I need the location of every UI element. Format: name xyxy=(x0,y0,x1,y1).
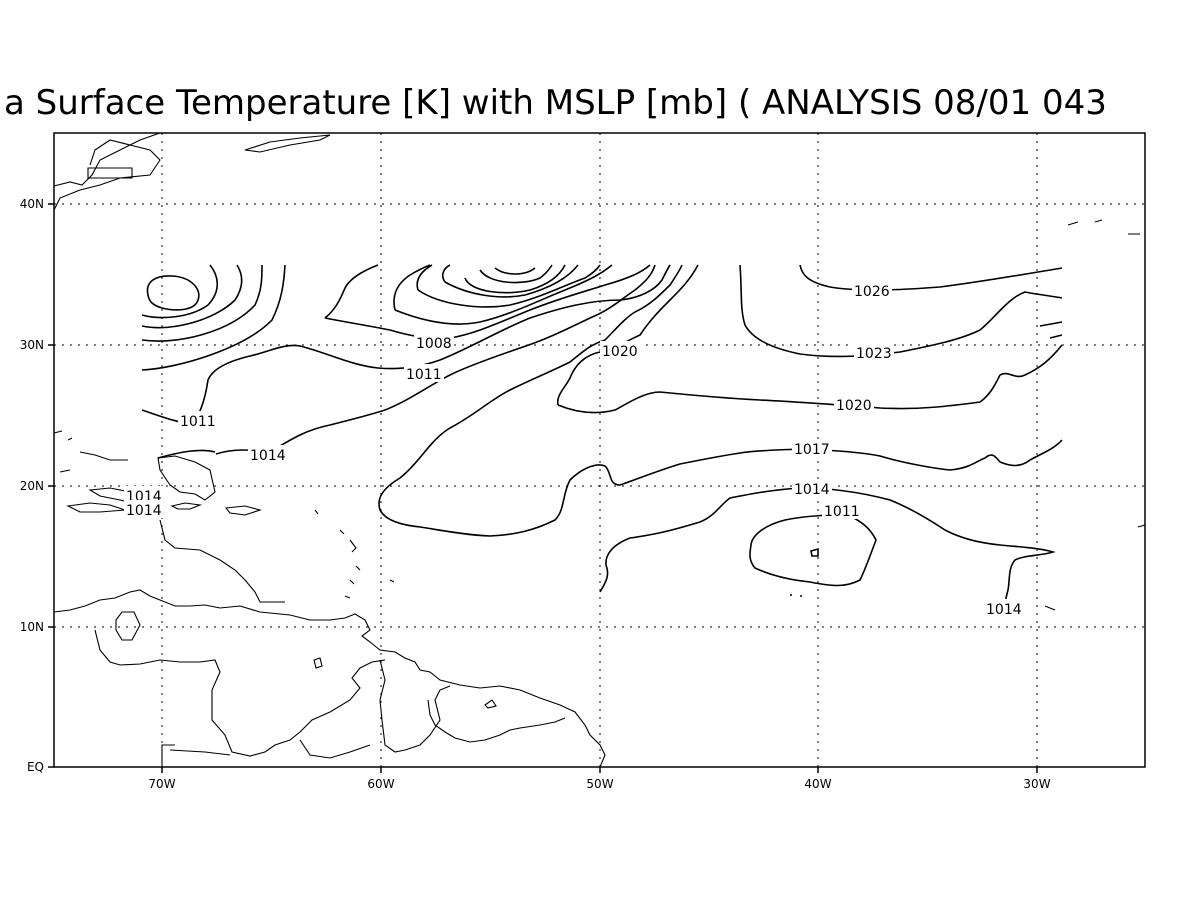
contour-label: 1011 xyxy=(406,367,442,383)
contour-label: 1014 xyxy=(986,602,1022,618)
coastlines xyxy=(53,132,1146,768)
x-tick-label: 50W xyxy=(586,777,613,791)
contour-label: 1011 xyxy=(824,504,860,520)
x-tick-label: 70W xyxy=(148,777,175,791)
contour-label: 1023 xyxy=(856,346,892,362)
x-tick-label: 40W xyxy=(804,777,831,791)
contour-label: 1017 xyxy=(794,442,830,458)
chart-title: a Surface Temperature [K] with MSLP [mb]… xyxy=(4,83,1107,123)
pressure-contours xyxy=(141,264,1063,603)
y-tick-label: 10N xyxy=(20,620,44,634)
contour-label: 1011 xyxy=(180,414,216,430)
x-axis-ticks xyxy=(161,767,1038,773)
contour-label: 1014 xyxy=(126,503,162,519)
contour-label: 1020 xyxy=(836,398,872,414)
y-tick-label: EQ xyxy=(27,760,44,774)
contour-label: 1008 xyxy=(416,336,452,352)
gridlines xyxy=(54,133,1145,767)
y-tick-label: 30N xyxy=(20,338,44,352)
contour-label: 1026 xyxy=(854,284,890,300)
x-tick-label: 60W xyxy=(367,777,394,791)
y-tick-label: 40N xyxy=(20,197,44,211)
x-tick-label: 30W xyxy=(1023,777,1050,791)
map-frame xyxy=(53,132,1146,768)
contour-label: 1014 xyxy=(250,448,286,464)
contour-label: 1020 xyxy=(602,344,638,360)
y-axis-ticks xyxy=(48,203,54,768)
contour-label: 1014 xyxy=(794,482,830,498)
contour-labels: 1026 1023 1020 1020 1017 1014 1011 1014 … xyxy=(124,281,1024,618)
y-tick-label: 20N xyxy=(20,479,44,493)
